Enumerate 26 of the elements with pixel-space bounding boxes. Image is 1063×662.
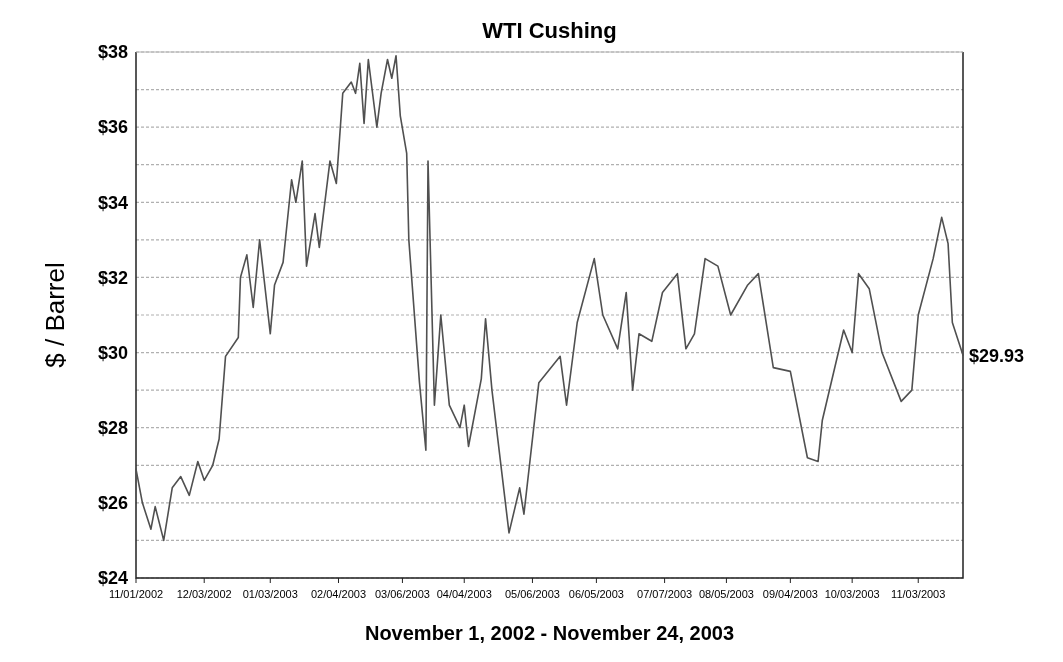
x-tick-label: 08/05/2003 xyxy=(698,588,754,600)
y-tick-label: $36 xyxy=(97,117,128,138)
x-tick-label: 06/05/2003 xyxy=(568,588,624,600)
y-tick-label: $26 xyxy=(97,493,128,514)
x-tick-label: 10/03/2003 xyxy=(824,588,880,600)
y-tick-label: $24 xyxy=(97,568,128,589)
x-tick-label: 11/01/2002 xyxy=(108,588,164,600)
x-tick-label: 04/04/2003 xyxy=(436,588,492,600)
x-tick-label: 09/04/2003 xyxy=(762,588,818,600)
y-tick-label: $28 xyxy=(97,418,128,439)
x-tick-label: 07/07/2003 xyxy=(637,588,693,600)
x-tick-label: 02/04/2003 xyxy=(310,588,367,600)
y-tick-label: $34 xyxy=(97,192,128,213)
x-tick-label: 12/03/2002 xyxy=(176,588,232,600)
x-tick-label: 11/03/2003 xyxy=(891,588,946,600)
x-axis-title: November 1, 2002 - November 24, 2003 xyxy=(364,622,735,644)
y-tick-label: $32 xyxy=(97,267,128,288)
y-tick-label: $38 xyxy=(97,42,128,63)
x-tick-label: 03/06/2003 xyxy=(374,588,430,600)
chart-title: WTI Cushing xyxy=(482,18,617,43)
y-tick-label: $30 xyxy=(97,342,128,363)
y-axis-title: $ / Barrel xyxy=(40,262,70,368)
line-series xyxy=(135,54,964,542)
x-tick-label: 01/03/2003 xyxy=(242,588,298,600)
x-tick-label: 05/06/2003 xyxy=(504,588,560,600)
annotation: $29.93 xyxy=(969,345,1025,366)
